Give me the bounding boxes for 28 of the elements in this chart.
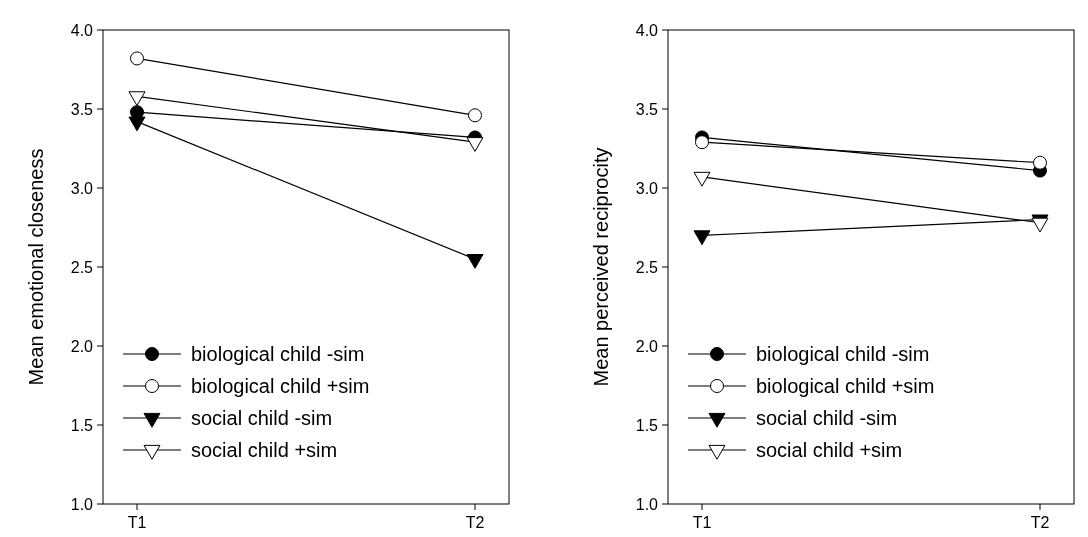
y-tick-label: 4.0 <box>70 21 94 39</box>
y-tick-label: 4.0 <box>635 21 659 39</box>
legend-label: social child +sim <box>191 439 338 461</box>
legend-label: biological child +sim <box>191 375 370 397</box>
y-tick-label: 1.5 <box>635 416 659 434</box>
legend-label: social child +sim <box>756 439 903 461</box>
y-axis-title: Mean perceived reciprocity <box>590 147 612 387</box>
y-tick-label: 1.0 <box>70 495 94 513</box>
y-tick-label: 2.5 <box>70 258 94 276</box>
y-tick-label: 3.0 <box>635 179 659 197</box>
x-tick-label: T2 <box>1030 514 1050 531</box>
y-tick-label: 3.5 <box>70 100 94 118</box>
y-tick-label: 2.0 <box>635 337 659 355</box>
y-tick-label: 2.5 <box>635 258 659 276</box>
legend-label: biological child -sim <box>756 343 930 365</box>
y-axis-title: Mean emotional closeness <box>25 148 47 386</box>
legend-label: social child -sim <box>756 407 898 429</box>
y-tick-label: 3.0 <box>70 179 94 197</box>
y-tick-label: 1.0 <box>635 495 659 513</box>
legend-label: biological child -sim <box>191 343 365 365</box>
x-tick-label: T2 <box>465 514 485 531</box>
x-tick-label: T1 <box>127 514 147 531</box>
y-tick-label: 1.5 <box>70 416 94 434</box>
legend-label: biological child +sim <box>756 375 935 397</box>
y-tick-label: 2.0 <box>70 337 94 355</box>
x-tick-label: T1 <box>692 514 712 531</box>
y-tick-label: 3.5 <box>635 100 659 118</box>
legend-label: social child -sim <box>191 407 333 429</box>
